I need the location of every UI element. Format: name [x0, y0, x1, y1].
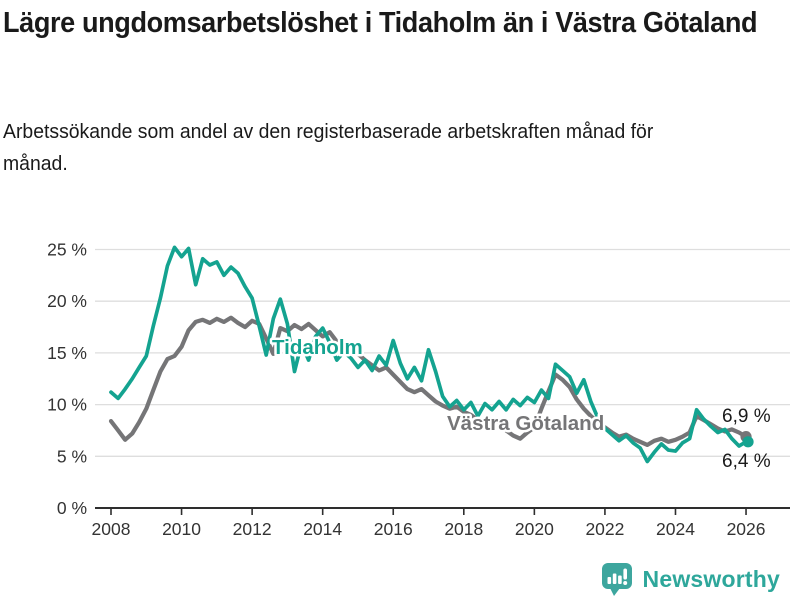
v-stra-g-taland-end-value-label: 6,9 % [722, 406, 771, 427]
tidaholm-end-dot [742, 436, 754, 448]
y-axis-tick-label: 0 % [57, 498, 87, 518]
x-axis-tick-label: 2012 [233, 519, 272, 539]
newsworthy-brand: Newsworthy [601, 561, 780, 597]
line-chart-area: 2008 2010 2012 2014 2016 2018 2020 2022 2024 2026… [0, 215, 800, 560]
x-axis-tick-label: 2010 [162, 519, 201, 539]
y-axis-tick-label: 25 % [47, 240, 87, 260]
x-axis-tick-label: 2022 [585, 519, 624, 539]
v-stra-g-taland-series-label: Västra Götaland [447, 412, 604, 435]
y-axis-tick-label: 15 % [47, 343, 87, 363]
y-axis-tick-label: 10 % [47, 395, 87, 415]
tidaholm-line [109, 245, 748, 464]
x-axis-tick-label: 2026 [727, 519, 766, 539]
tidaholm-end-value-label: 6,4 % [722, 451, 771, 472]
v-stra-g-taland-line [108, 315, 749, 447]
y-axis-tick-label: 5 % [57, 446, 87, 466]
x-axis-tick-label: 2024 [656, 519, 695, 539]
tidaholm-series-label: Tidaholm [272, 336, 363, 359]
x-axis-tick-label: 2008 [92, 519, 131, 539]
chart-title: Lägre ungdomsarbetslöshet i Tidaholm än … [3, 7, 758, 39]
x-axis-tick-label: 2020 [515, 519, 554, 539]
y-axis-tick-label: 20 % [47, 291, 87, 311]
x-axis-tick-label: 2016 [374, 519, 413, 539]
newsworthy-logo-icon [601, 562, 632, 596]
unemployment-line-chart: 2008 2010 2012 2014 2016 2018 2020 2022 2024 2026… [47, 240, 790, 539]
chart-subtitle: Arbetssökande som andel av den registerb… [3, 121, 654, 175]
newsworthy-brand-text: Newsworthy [642, 565, 780, 592]
x-axis-tick-label: 2018 [444, 519, 483, 539]
x-axis-tick-label: 2014 [303, 519, 342, 539]
